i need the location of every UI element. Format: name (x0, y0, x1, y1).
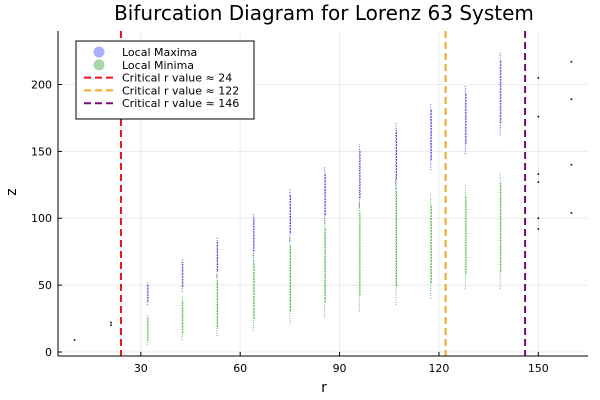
legend-label: Local Minima (122, 59, 194, 72)
data-point (73, 339, 76, 341)
y-tick-label: 150 (31, 145, 52, 158)
legend-label: Critical r value ≈ 122 (122, 84, 239, 97)
y-axis-label: z (4, 188, 20, 195)
legend-marker (93, 46, 105, 58)
data-point (110, 321, 112, 324)
x-tick-label: 60 (233, 362, 247, 375)
x-tick-label: 150 (528, 362, 549, 375)
legend-label: Critical r value ≈ 24 (122, 72, 232, 85)
series-local-minima (146, 171, 502, 346)
legend-label: Local Maxima (122, 46, 197, 59)
data-point (537, 77, 540, 79)
data-point (570, 60, 573, 63)
data-point (537, 173, 540, 175)
data-point (570, 98, 573, 101)
x-axis-label: r (321, 380, 327, 396)
legend-label: Critical r value ≈ 146 (122, 97, 239, 110)
critical-lines (119, 31, 527, 356)
legend-box (75, 40, 255, 120)
data-point (537, 181, 540, 183)
data-point (570, 163, 573, 166)
y-tick-label: 50 (38, 279, 52, 292)
data-layer (73, 52, 573, 346)
data-point (537, 217, 540, 220)
y-tick-label: 200 (31, 78, 52, 91)
y-tick-label: 0 (45, 346, 52, 359)
series-stable-points (73, 60, 573, 341)
data-point (110, 324, 112, 327)
x-tick-label: 120 (428, 362, 449, 375)
data-point (537, 115, 540, 118)
axes: 30 60 90 120 150 0 50 100 150 200 (31, 31, 588, 375)
x-tick-label: 90 (333, 362, 347, 375)
chart-title: Bifurcation Diagram for Lorenz 63 System (114, 1, 534, 25)
data-point (537, 228, 540, 230)
x-tick-label: 30 (134, 362, 148, 375)
legend-marker (93, 59, 105, 71)
data-point (570, 212, 573, 214)
series-local-maxima (146, 52, 502, 306)
y-tick-label: 100 (31, 212, 52, 225)
